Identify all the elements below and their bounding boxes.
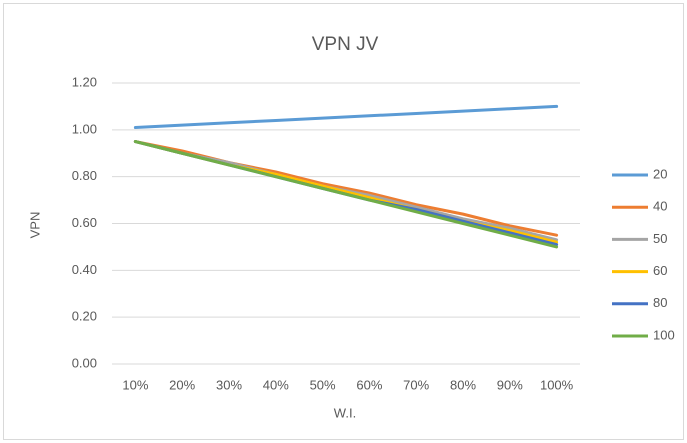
x-axis-label: W.I. (334, 405, 356, 420)
legend-label: 60 (653, 263, 667, 278)
x-tick-label: 20% (169, 377, 195, 392)
x-tick-label: 40% (263, 377, 289, 392)
series-line (133, 140, 559, 249)
y-axis-label: VPN (27, 212, 42, 239)
chart-border (3, 3, 684, 440)
x-tick-label: 30% (216, 377, 242, 392)
x-tick-label: 60% (356, 377, 382, 392)
legend-label: 100 (653, 327, 675, 342)
series-line (133, 104, 559, 129)
x-tick-label: 90% (497, 377, 523, 392)
y-tick-label: 0.80 (72, 168, 97, 183)
y-tick-label: 0.00 (72, 355, 97, 370)
y-tick-label: 0.60 (72, 215, 97, 230)
x-tick-label: 50% (310, 377, 336, 392)
y-tick-label: 0.40 (72, 262, 97, 277)
y-tick-label: 1.00 (72, 121, 97, 136)
legend-label: 40 (653, 199, 667, 214)
x-tick-label: 80% (450, 377, 476, 392)
x-tick-label: 70% (403, 377, 429, 392)
y-tick-label: 0.20 (72, 309, 97, 324)
legend-label: 80 (653, 295, 667, 310)
x-tick-label: 10% (122, 377, 148, 392)
legend-label: 20 (653, 166, 667, 181)
legend-label: 50 (653, 231, 667, 246)
chart-title: VPN JV (312, 34, 379, 55)
y-tick-label: 1.20 (72, 74, 97, 89)
x-tick-label: 100% (540, 377, 574, 392)
